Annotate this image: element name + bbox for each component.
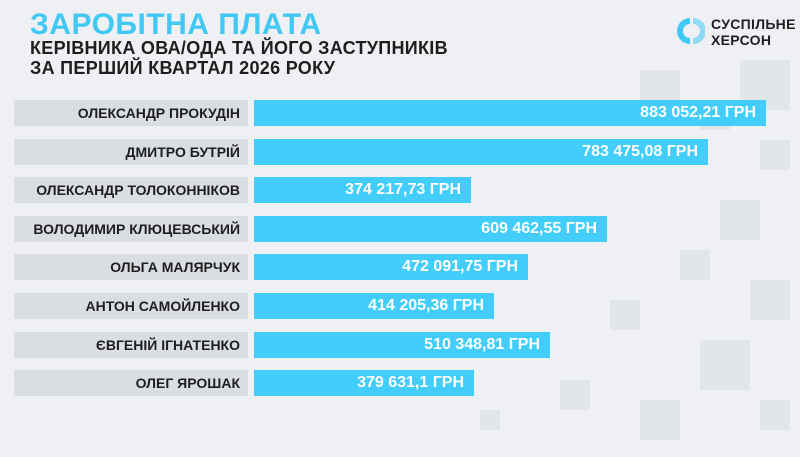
salary-bar: 374 217,73 ГРН	[254, 177, 471, 203]
chart-row: ЄВГЕНІЙ ІГНАТЕНКО 510 348,81 ГРН	[0, 332, 800, 358]
salary-bar: 472 091,75 ГРН	[254, 254, 528, 280]
category-label: ОЛЕКСАНДР ТОЛОКОННІКОВ	[14, 177, 248, 203]
subtitle-line-2: ЗА ПЕРШИЙ КВАРТАЛ 2026 РОКУ	[30, 58, 336, 78]
category-label: АНТОН САМОЙЛЕНКО	[14, 293, 248, 319]
salary-bar: 783 475,08 ГРН	[254, 139, 708, 165]
brand-logo: СУСПІЛЬНЕ ХЕРСОН	[675, 14, 795, 50]
brand-line-1: СУСПІЛЬНЕ	[711, 16, 796, 32]
brand-line-2: ХЕРСОН	[711, 32, 772, 48]
category-label: ВОЛОДИМИР КЛЮЦЕВСЬКИЙ	[14, 216, 248, 242]
category-label: ОЛЕГ ЯРОШАК	[14, 370, 248, 396]
category-label: ОЛЕКСАНДР ПРОКУДІН	[14, 100, 248, 126]
value-label: 379 631,1 ГРН	[357, 374, 464, 391]
page-subtitle: КЕРІВНИКА ОВА/ОДА ТА ЙОГО ЗАСТУПНИКІВ ЗА…	[30, 38, 448, 78]
value-label: 783 475,08 ГРН	[582, 143, 698, 160]
brand-name: СУСПІЛЬНЕ ХЕРСОН	[711, 16, 796, 48]
value-label: 510 348,81 ГРН	[424, 336, 540, 353]
salary-bar: 379 631,1 ГРН	[254, 370, 474, 396]
category-label: ДМИТРО БУТРІЙ	[14, 139, 248, 165]
chart-row: ОЛЕКСАНДР ТОЛОКОННІКОВ 374 217,73 ГРН	[0, 177, 800, 203]
salary-bar: 883 052,21 ГРН	[254, 100, 766, 126]
chart-row: ДМИТРО БУТРІЙ 783 475,08 ГРН	[0, 139, 800, 165]
salary-bar: 609 462,55 ГРН	[254, 216, 607, 242]
chart-row: ОЛЬГА МАЛЯРЧУК 472 091,75 ГРН	[0, 254, 800, 280]
value-label: 414 205,36 ГРН	[368, 297, 484, 314]
category-label: ОЛЬГА МАЛЯРЧУК	[14, 254, 248, 280]
value-label: 472 091,75 ГРН	[402, 258, 518, 275]
chart-row: ОЛЕКСАНДР ПРОКУДІН 883 052,21 ГРН	[0, 100, 800, 126]
chart-row: АНТОН САМОЙЛЕНКО 414 205,36 ГРН	[0, 293, 800, 319]
category-label: ЄВГЕНІЙ ІГНАТЕНКО	[14, 332, 248, 358]
value-label: 883 052,21 ГРН	[640, 104, 756, 121]
chart-row: ОЛЕГ ЯРОШАК 379 631,1 ГРН	[0, 370, 800, 396]
salary-bar: 414 205,36 ГРН	[254, 293, 494, 319]
suspilne-logo-icon	[677, 18, 705, 44]
subtitle-line-1: КЕРІВНИКА ОВА/ОДА ТА ЙОГО ЗАСТУПНИКІВ	[30, 38, 448, 58]
chart-row: ВОЛОДИМИР КЛЮЦЕВСЬКИЙ 609 462,55 ГРН	[0, 216, 800, 242]
page-title: ЗАРОБІТНА ПЛАТА	[30, 8, 322, 41]
salary-bar: 510 348,81 ГРН	[254, 332, 550, 358]
value-label: 374 217,73 ГРН	[345, 181, 461, 198]
value-label: 609 462,55 ГРН	[481, 220, 597, 237]
